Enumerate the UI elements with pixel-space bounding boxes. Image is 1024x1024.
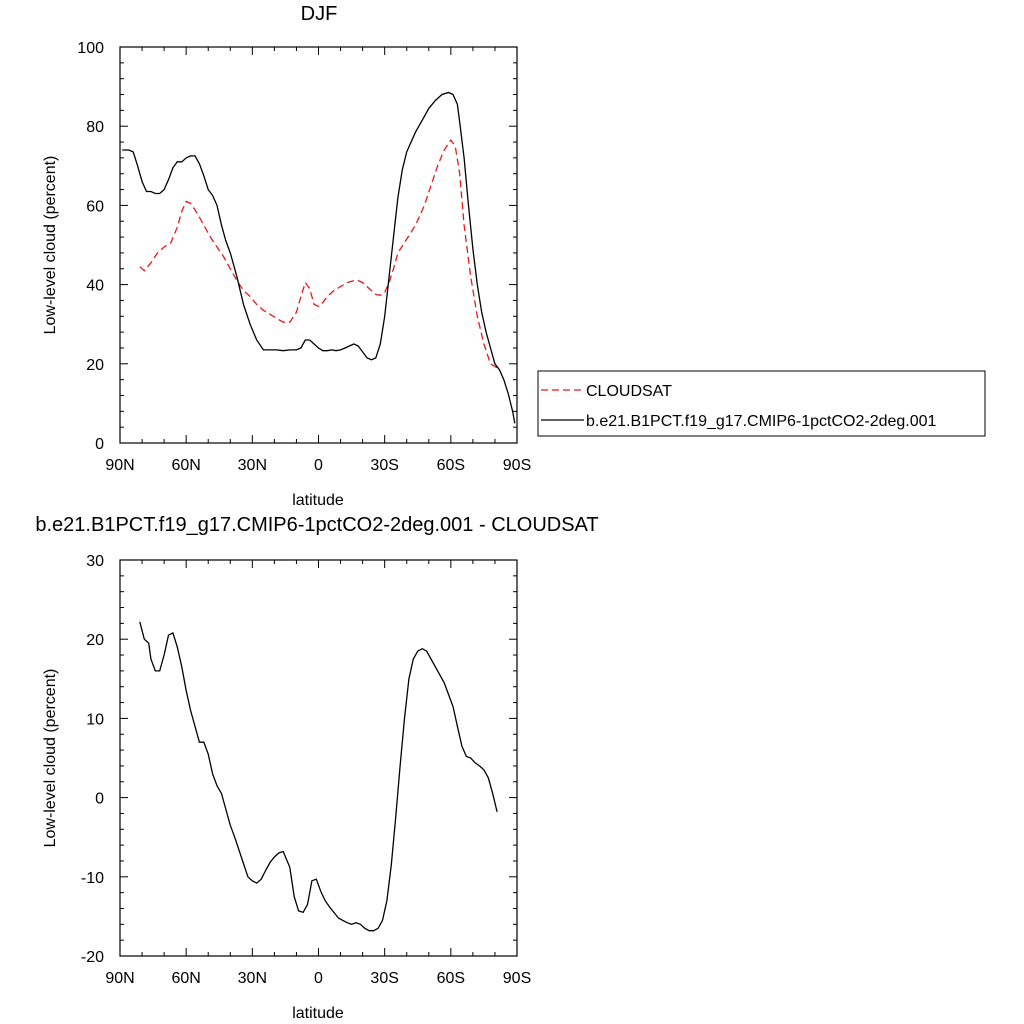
top-y-tick-label: 100 bbox=[77, 40, 104, 57]
bottom-y-tick-label: -20 bbox=[81, 949, 104, 966]
top-x-axis-label: latitude bbox=[292, 492, 344, 509]
legend: CLOUDSAT b.e21.B1PCT.f19_g17.CMIP6-1pctC… bbox=[537, 370, 986, 437]
bottom-y-axis-label: Low-level cloud (percent) bbox=[42, 669, 59, 848]
top-y-tick-label: 40 bbox=[86, 278, 104, 295]
top-y-tick-label: 80 bbox=[86, 119, 104, 136]
bottom-x-axis-label: latitude bbox=[292, 1005, 344, 1022]
top-y-tick-label: 60 bbox=[86, 198, 104, 215]
bottom-y-tick-label: 20 bbox=[86, 632, 104, 649]
bottom-y-tick-label: 30 bbox=[86, 553, 104, 570]
top-y-axis-label: Low-level cloud (percent) bbox=[42, 156, 59, 335]
top-chart-panel: DJF 90N 60N 30N 0 30S 60S 90S 0 20 40 60 80 100 lat… bbox=[42, 3, 986, 509]
top-y-tick-label: 20 bbox=[86, 357, 104, 374]
bottom-x-tick-label: 30N bbox=[238, 970, 267, 987]
bottom-x-tick-label: 60N bbox=[171, 970, 200, 987]
bottom-x-tick-label: 90S bbox=[503, 970, 531, 987]
top-x-tick-label: 60S bbox=[437, 457, 465, 474]
bottom-y-tick-label: 0 bbox=[95, 791, 104, 808]
top-series-cloudsat-line bbox=[139, 138, 498, 369]
legend-label-model: b.e21.B1PCT.f19_g17.CMIP6-1pctCO2-2deg.0… bbox=[586, 413, 937, 430]
top-chart-title: DJF bbox=[301, 3, 338, 25]
bottom-x-tick-label: 0 bbox=[314, 970, 323, 987]
top-x-tick-label: 30S bbox=[370, 457, 398, 474]
top-y-tick-label: 0 bbox=[95, 436, 104, 453]
bottom-chart-panel: b.e21.B1PCT.f19_g17.CMIP6-1pctCO2-2deg.0… bbox=[35, 514, 598, 1022]
top-x-tick-label: 0 bbox=[314, 457, 323, 474]
top-x-tick-label: 90S bbox=[503, 457, 531, 474]
bottom-x-tick-label: 90N bbox=[105, 970, 134, 987]
top-x-tick-label: 30N bbox=[238, 457, 267, 474]
bottom-chart-title: b.e21.B1PCT.f19_g17.CMIP6-1pctCO2-2deg.0… bbox=[35, 514, 598, 536]
bottom-y-tick-label: -10 bbox=[81, 870, 104, 887]
legend-box bbox=[537, 370, 986, 437]
legend-label-cloudsat: CLOUDSAT bbox=[586, 383, 672, 400]
top-series-model-line bbox=[122, 91, 516, 424]
bottom-y-tick-label: 10 bbox=[86, 711, 104, 728]
top-x-tick-label: 60N bbox=[171, 457, 200, 474]
bottom-x-tick-label: 60S bbox=[437, 970, 465, 987]
bottom-difference-line bbox=[139, 621, 498, 932]
bottom-x-tick-label: 30S bbox=[370, 970, 398, 987]
top-x-tick-label: 90N bbox=[105, 457, 134, 474]
